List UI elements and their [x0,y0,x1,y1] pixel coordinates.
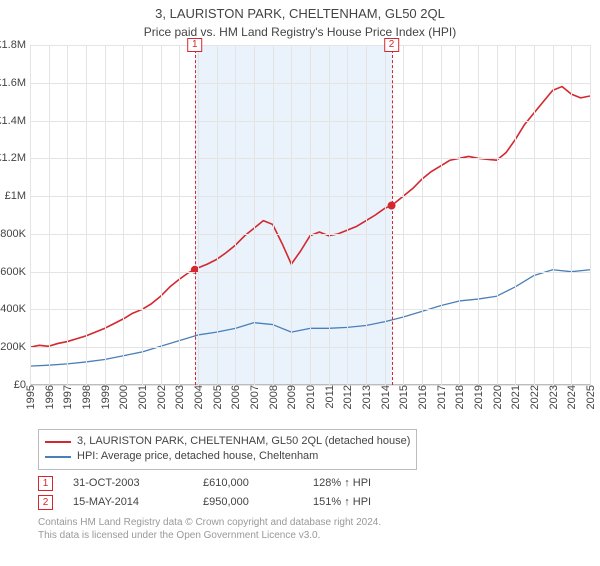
y-tick-label: £400K [0,303,30,315]
marker-label: 2 [384,38,400,52]
x-tick-label: 2005 [210,385,224,409]
gridline-v [123,45,124,385]
x-tick-label: 2011 [322,385,336,409]
event-date: 31-OCT-2003 [73,477,183,489]
gridline-v [30,45,31,385]
y-tick-label: £600K [0,266,30,278]
marker-line [195,45,196,385]
gridline-v [49,45,50,385]
y-tick-label: £1.8M [0,39,30,51]
x-tick-label: 1995 [23,385,37,409]
gridline-v [217,45,218,385]
gridline-v [105,45,106,385]
page-subtitle: Price paid vs. HM Land Registry's House … [0,25,600,39]
event-number: 2 [38,495,53,510]
gridline-v [161,45,162,385]
x-tick-label: 2012 [340,385,354,409]
x-tick-label: 2021 [508,385,522,409]
gridline-v [515,45,516,385]
y-tick-label: £1M [5,190,30,202]
legend-row: HPI: Average price, detached house, Chel… [45,449,410,464]
gridline-v [478,45,479,385]
gridline-v [571,45,572,385]
x-tick-label: 2002 [154,385,168,409]
x-tick-label: 2003 [172,385,186,409]
x-tick-label: 2023 [546,385,560,409]
gridline-v [142,45,143,385]
gridline-v [422,45,423,385]
x-tick-label: 2016 [415,385,429,409]
price-chart: £0£200K£400K£600K£800K£1M£1.2M£1.4M£1.6M… [30,45,590,385]
x-tick-label: 2014 [378,385,392,409]
legend: 3, LAURISTON PARK, CHELTENHAM, GL50 2QL … [38,429,417,470]
x-tick-label: 2022 [527,385,541,409]
legend-label: 3, LAURISTON PARK, CHELTENHAM, GL50 2QL … [77,434,410,449]
x-tick-label: 2020 [490,385,504,409]
page-title: 3, LAURISTON PARK, CHELTENHAM, GL50 2QL [0,6,600,21]
footer-attribution: Contains HM Land Registry data © Crown c… [38,516,590,542]
legend-swatch [45,456,71,458]
gridline-v [235,45,236,385]
gridline-v [254,45,255,385]
x-tick-label: 1998 [79,385,93,409]
x-tick-label: 1996 [42,385,56,409]
gridline-v [497,45,498,385]
x-tick-label: 1999 [98,385,112,409]
x-tick-label: 2004 [191,385,205,409]
footer-line2: This data is licensed under the Open Gov… [38,529,590,542]
gridline-v [441,45,442,385]
x-tick-label: 2001 [135,385,149,409]
x-tick-label: 1997 [60,385,74,409]
gridline-v [366,45,367,385]
x-tick-label: 2024 [564,385,578,409]
gridline-v [459,45,460,385]
event-date: 15-MAY-2014 [73,496,183,508]
x-tick-label: 2000 [116,385,130,409]
gridline-v [590,45,591,385]
y-tick-label: £1.6M [0,77,30,89]
gridline-v [403,45,404,385]
event-price: £950,000 [203,496,293,508]
gridline-v [310,45,311,385]
x-tick-label: 2025 [583,385,597,409]
event-hpi: 151% ↑ HPI [313,496,371,508]
gridline-v [67,45,68,385]
x-tick-label: 2006 [228,385,242,409]
y-tick-label: £1.4M [0,115,30,127]
gridline-v [198,45,199,385]
footer-line1: Contains HM Land Registry data © Crown c… [38,516,590,529]
x-tick-label: 2017 [434,385,448,409]
x-tick-label: 2018 [452,385,466,409]
event-number: 1 [38,476,53,491]
marker-line [392,45,393,385]
x-tick-label: 2010 [303,385,317,409]
event-hpi: 128% ↑ HPI [313,477,371,489]
y-tick-label: £200K [0,341,30,353]
gridline-v [291,45,292,385]
x-tick-label: 2008 [266,385,280,409]
gridline-v [385,45,386,385]
x-tick-label: 2007 [247,385,261,409]
gridline-v [329,45,330,385]
x-tick-label: 2019 [471,385,485,409]
x-tick-label: 2013 [359,385,373,409]
y-tick-label: £800K [0,228,30,240]
gridline-v [534,45,535,385]
legend-label: HPI: Average price, detached house, Chel… [77,449,318,464]
gridline-v [553,45,554,385]
gridline-v [273,45,274,385]
event-row: 2 15-MAY-2014 £950,000 151% ↑ HPI [38,495,590,510]
x-tick-label: 2015 [396,385,410,409]
event-price: £610,000 [203,477,293,489]
legend-row: 3, LAURISTON PARK, CHELTENHAM, GL50 2QL … [45,434,410,449]
marker-label: 1 [187,38,203,52]
y-tick-label: £1.2M [0,152,30,164]
legend-swatch [45,441,71,443]
gridline-v [86,45,87,385]
gridline-v [179,45,180,385]
event-row: 1 31-OCT-2003 £610,000 128% ↑ HPI [38,476,590,491]
sale-events: 1 31-OCT-2003 £610,000 128% ↑ HPI 2 15-MAY-20… [38,476,590,510]
gridline-v [347,45,348,385]
x-tick-label: 2009 [284,385,298,409]
